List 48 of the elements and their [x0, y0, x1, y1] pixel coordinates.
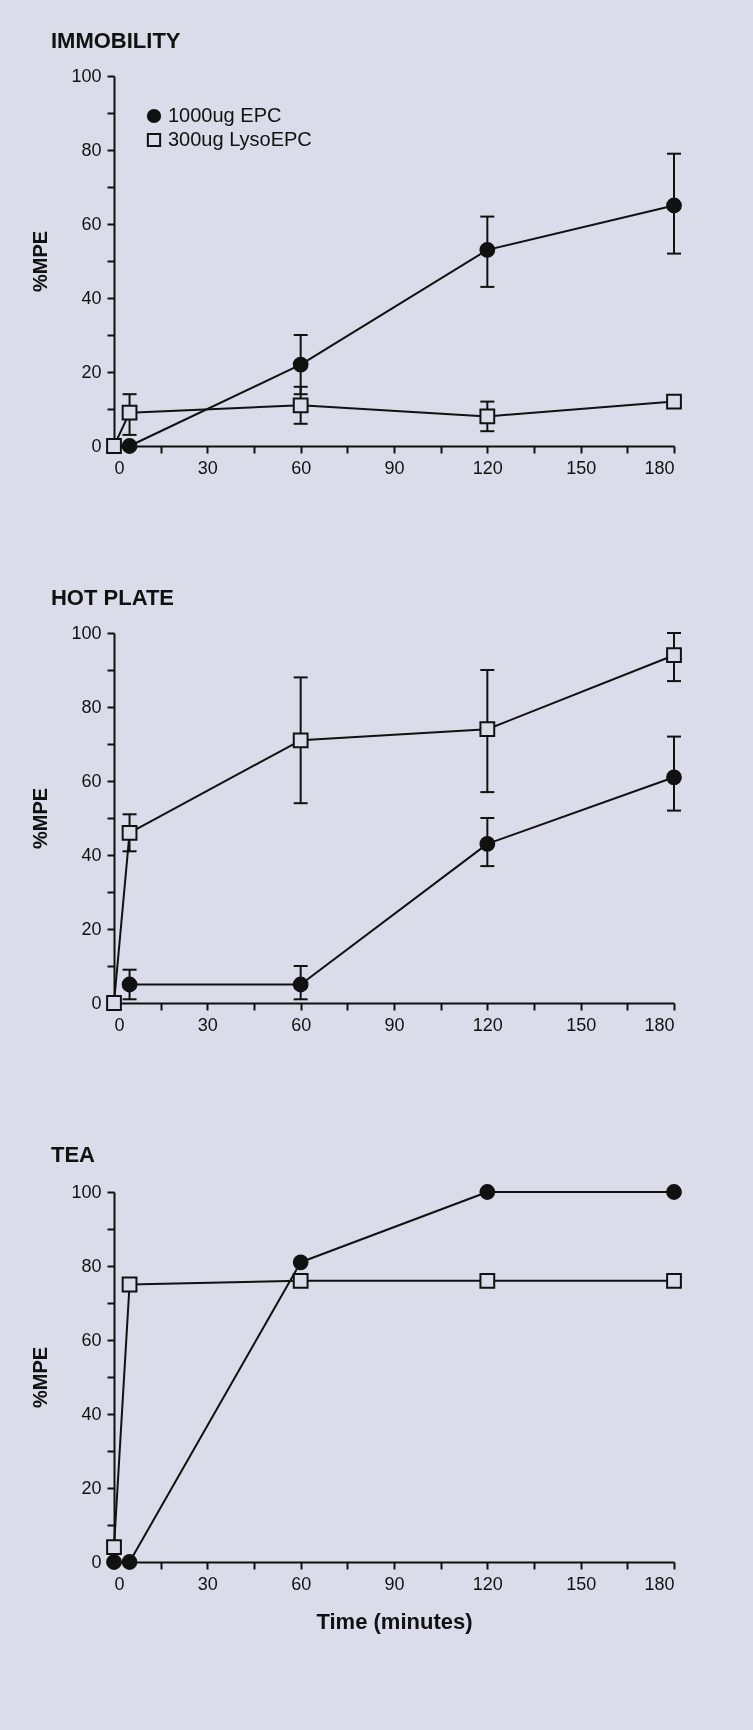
y-tick-label: 100 — [71, 65, 102, 86]
y-tick-label: 40 — [81, 1403, 102, 1424]
x-tick-label: 150 — [566, 457, 597, 478]
y-tick-label: 80 — [81, 696, 102, 717]
x-tick-label: 150 — [566, 1014, 597, 1035]
y-tick-label: 0 — [91, 435, 102, 456]
y-tick-label: 100 — [71, 622, 102, 643]
y-tick-label: 0 — [91, 1551, 102, 1572]
x-tick-label: 60 — [291, 1573, 312, 1594]
x-tick-label: 60 — [291, 1014, 312, 1035]
x-tick-label: 120 — [472, 457, 503, 478]
y-tick-label: 20 — [81, 1477, 102, 1498]
x-tick-label: 180 — [644, 1573, 675, 1594]
y-tick-label: 40 — [81, 844, 102, 865]
x-tick-label: 120 — [472, 1573, 503, 1594]
y-tick-label: 100 — [71, 1181, 102, 1202]
x-tick-label: 0 — [114, 1573, 125, 1594]
y-tick-label: 0 — [91, 992, 102, 1013]
x-tick-label: 30 — [197, 1014, 218, 1035]
x-tick-label: 60 — [291, 457, 312, 478]
legend-label: 300ug LysoEPC — [168, 128, 312, 150]
x-tick-label: 30 — [197, 1573, 218, 1594]
y-axis-title: %MPE — [29, 787, 52, 850]
y-axis-title: %MPE — [29, 230, 52, 293]
x-tick-label: 0 — [114, 457, 125, 478]
chart-title: IMMOBILITY — [50, 28, 181, 53]
chart-title: HOT PLATE — [50, 585, 174, 610]
y-axis-title: %MPE — [29, 1346, 52, 1409]
x-tick-label: 180 — [644, 457, 675, 478]
x-tick-label: 30 — [197, 457, 218, 478]
x-tick-label: 150 — [566, 1573, 597, 1594]
chart-title: TEA — [50, 1142, 96, 1168]
x-tick-label: 90 — [384, 1573, 405, 1594]
x-tick-label: 90 — [384, 457, 405, 478]
x-tick-label: 180 — [644, 1014, 675, 1035]
y-tick-label: 60 — [81, 213, 102, 234]
y-tick-label: 80 — [81, 1255, 102, 1276]
y-tick-label: 60 — [81, 770, 102, 791]
y-tick-label: 20 — [81, 361, 102, 382]
x-tick-label: 90 — [384, 1014, 405, 1035]
x-tick-label: 120 — [472, 1014, 503, 1035]
y-tick-label: 40 — [81, 287, 102, 308]
y-tick-label: 60 — [81, 1329, 102, 1350]
x-tick-label: 0 — [114, 1014, 125, 1035]
x-axis-title: Time (minutes) — [316, 1608, 473, 1634]
legend-label: 1000ug EPC — [168, 104, 282, 126]
y-tick-label: 80 — [81, 139, 102, 160]
y-tick-label: 20 — [81, 918, 102, 939]
